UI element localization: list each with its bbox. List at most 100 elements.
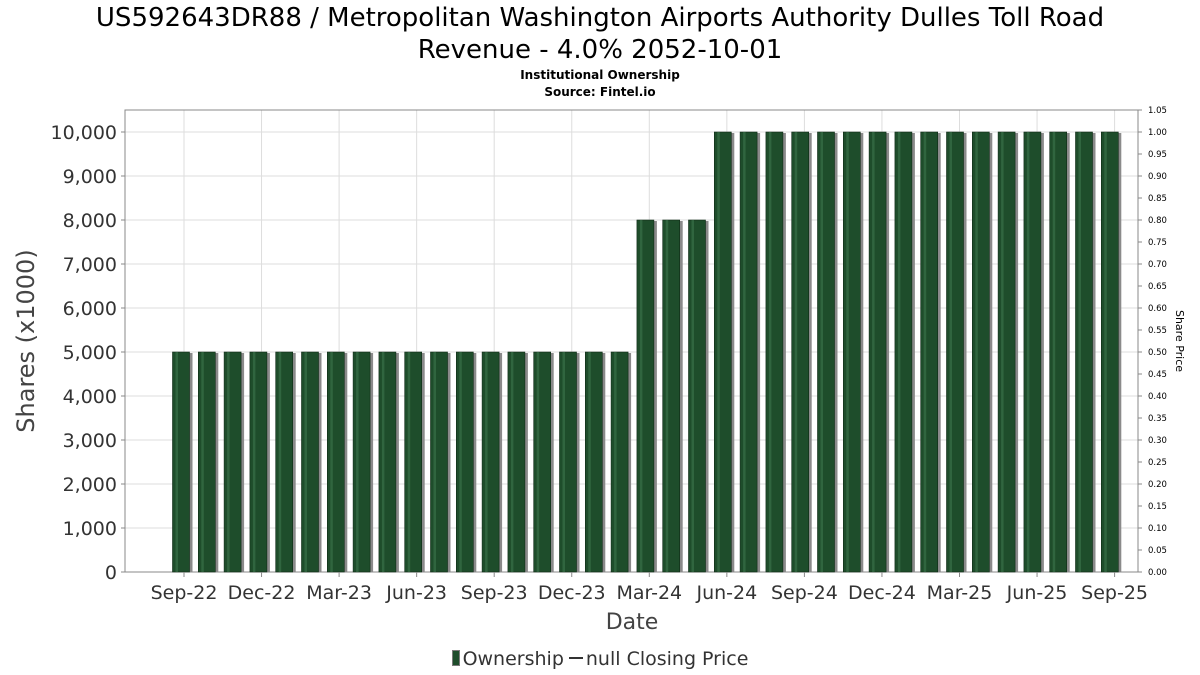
ownership-bar (662, 219, 681, 573)
ownership-bar (223, 351, 242, 573)
bar-highlight (820, 132, 823, 572)
bar-highlight (252, 352, 256, 572)
bar-highlight (923, 132, 927, 572)
legend-price-label: null Closing Price (585, 648, 749, 670)
y-tick-label: 2,000 (63, 474, 117, 496)
bars-group (172, 131, 1122, 573)
y2-tick-label: 1.00 (1148, 128, 1167, 138)
ownership-bar (765, 131, 784, 573)
bar-highlight (768, 132, 772, 572)
x-axis-label: Date (606, 610, 659, 635)
bar-highlight (381, 352, 385, 572)
y2-tick-label: 0.10 (1148, 524, 1167, 534)
bar-highlight (1001, 132, 1004, 572)
bar-highlight (227, 352, 230, 572)
chart-source: Source: Fintel.io (544, 85, 656, 99)
bar-highlight (975, 132, 978, 572)
bar-highlight (536, 352, 540, 572)
ownership-bar (920, 131, 939, 573)
bar-highlight (872, 132, 875, 572)
x-tick-label: Dec-22 (228, 582, 296, 604)
bar-highlight (897, 132, 901, 572)
y2-tick-label: 0.20 (1148, 480, 1167, 490)
ownership-bar (404, 351, 423, 573)
bar-highlight (639, 220, 643, 572)
y2-tick-label: 0.80 (1148, 216, 1167, 226)
ownership-bar (455, 351, 474, 573)
y-tick-label: 3,000 (63, 430, 117, 452)
y2-tick-label: 0.15 (1148, 502, 1167, 512)
x-tick-label: Mar-25 (927, 582, 993, 604)
y-tick-label: 5,000 (63, 342, 117, 364)
bar-highlight (510, 352, 514, 572)
bar-highlight (278, 352, 282, 572)
ownership-bar (739, 131, 758, 573)
ownership-bar (275, 351, 294, 573)
y2-tick-label: 0.45 (1148, 370, 1167, 380)
chart-title-line1: US592643DR88 / Metropolitan Washington A… (95, 3, 1105, 33)
bar-highlight (743, 132, 746, 572)
ownership-bar (688, 219, 706, 573)
x-tick-label: Dec-23 (538, 582, 606, 604)
y2-tick-label: 0.95 (1148, 150, 1167, 160)
ownership-bar (610, 351, 629, 573)
ownership-bar (249, 351, 268, 573)
y2-tick-label: 0.00 (1148, 568, 1167, 578)
x-tick-label: Mar-23 (306, 582, 372, 604)
ownership-bar (713, 131, 732, 573)
y2-tick-label: 1.05 (1148, 106, 1167, 116)
ownership-bar (172, 351, 190, 573)
ownership-bar (817, 131, 835, 573)
y2-axis-label: Share Price (1173, 310, 1186, 372)
bar-highlight (407, 352, 411, 572)
x-tick-label: Sep-23 (461, 582, 528, 604)
ownership-bar (894, 131, 913, 573)
y2-tick-label: 0.50 (1148, 348, 1167, 358)
ownership-bar (584, 351, 603, 573)
y2-tick-label: 0.75 (1148, 238, 1167, 248)
ownership-bar (301, 351, 319, 573)
bar-highlight (459, 352, 462, 572)
ownership-bar (791, 131, 810, 573)
bar-highlight (1078, 132, 1081, 572)
y2-tick-label: 0.90 (1148, 172, 1167, 182)
bar-highlight (1104, 132, 1107, 572)
x-tick-label: Jun-23 (385, 582, 447, 604)
ownership-bar (559, 351, 577, 573)
y2-tick-label: 0.25 (1148, 458, 1167, 468)
chart-legend: Ownership null Closing Price (0, 648, 1200, 670)
bar-highlight (794, 132, 798, 572)
y-tick-label: 10,000 (51, 122, 117, 144)
y2-tick-label: 0.40 (1148, 392, 1167, 402)
y2-tick-label: 0.35 (1148, 414, 1167, 424)
ownership-bar (378, 351, 397, 573)
ownership-bar (997, 131, 1016, 573)
bar-highlight (356, 352, 359, 572)
chart-subtitle: Institutional Ownership (520, 68, 680, 82)
ownership-bar (430, 351, 448, 573)
y2-tick-label: 0.85 (1148, 194, 1167, 204)
bar-highlight (588, 352, 591, 572)
y2-tick-label: 0.65 (1148, 282, 1167, 292)
bar-highlight (330, 352, 333, 572)
bar-highlight (175, 352, 178, 572)
bar-highlight (614, 352, 617, 572)
y2-tick-label: 0.55 (1148, 326, 1167, 336)
x-axis: Sep-22 Dec-22 Mar-23 Jun-23 Sep-23 Dec-23 Mar-… (151, 572, 1148, 604)
chart-title-line2: Revenue - 4.0% 2052-10-01 (417, 35, 783, 65)
y-tick-label: 0 (105, 562, 117, 584)
x-tick-label: Sep-22 (151, 582, 218, 604)
ownership-swatch (451, 650, 460, 666)
ownership-bar (198, 351, 216, 573)
y-tick-label: 8,000 (63, 210, 117, 232)
bar-highlight (433, 352, 436, 572)
bar-highlight (717, 132, 720, 572)
y2-tick-label: 0.70 (1148, 260, 1167, 270)
x-tick-label: Mar-24 (616, 582, 682, 604)
ownership-bar (1049, 131, 1067, 573)
y2-tick-label: 0.30 (1148, 436, 1167, 446)
y-tick-label: 9,000 (63, 166, 117, 188)
ownership-bar (1023, 131, 1042, 573)
y-tick-label: 1,000 (63, 518, 117, 540)
ownership-bar (636, 219, 655, 573)
